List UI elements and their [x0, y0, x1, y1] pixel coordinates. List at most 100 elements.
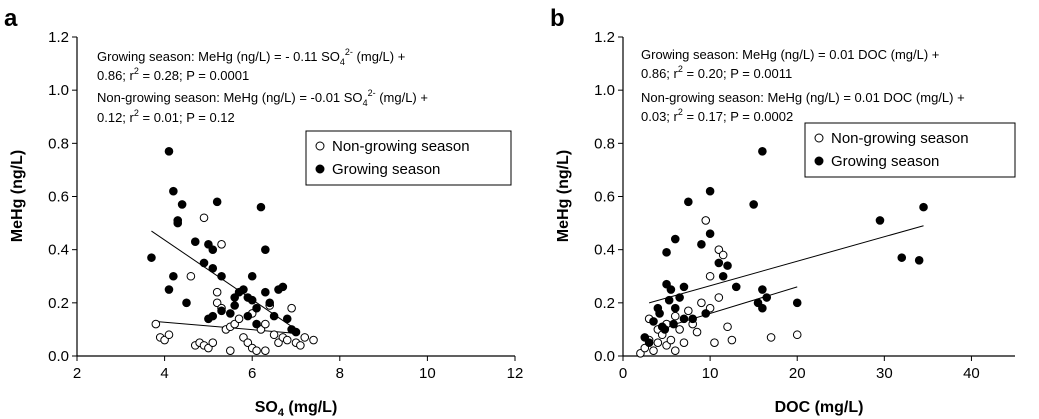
data-point — [243, 311, 253, 321]
data-point — [714, 293, 724, 302]
data-point — [230, 293, 239, 302]
x-tick-label: 12 — [507, 365, 524, 382]
data-point — [710, 338, 719, 348]
data-point — [217, 271, 226, 281]
data-point — [261, 245, 270, 254]
annotation-text: 0.86; r — [641, 66, 679, 81]
data-point — [190, 237, 200, 246]
data-point — [670, 311, 680, 321]
data-point — [644, 338, 654, 348]
data-point — [287, 303, 296, 313]
x-axis-label-text: DOC (mg/L) — [775, 399, 864, 416]
annotation-text: (mg/L) + — [353, 49, 405, 64]
x-tick-label: 0 — [619, 365, 627, 382]
data-point — [309, 335, 318, 345]
data-point — [173, 218, 183, 228]
data-point — [701, 216, 711, 225]
data-point — [208, 338, 218, 348]
data-point — [247, 295, 257, 305]
annotation-text: Growing season: MeHg (ng/L) = - 0.11 SO — [97, 49, 340, 64]
legend-box — [804, 122, 1016, 178]
data-point — [282, 314, 292, 324]
data-point — [875, 216, 885, 225]
x-axis-label-text: SO — [255, 399, 278, 416]
x-axis-label-sub: 4 — [278, 407, 285, 419]
y-tick-label: 0.6 — [594, 189, 615, 206]
x-axis-label: SO4 (mg/L) — [255, 399, 338, 419]
x-tick-label: 10 — [702, 365, 719, 382]
data-point — [147, 253, 156, 262]
annotation: 0.12; r2 = 0.01; P = 0.12 — [97, 108, 235, 125]
data-point — [727, 335, 737, 345]
data-point — [664, 295, 674, 305]
data-point — [919, 202, 928, 212]
data-point — [762, 293, 772, 302]
data-point — [655, 309, 664, 318]
x-tick-label: 2 — [73, 365, 81, 382]
legend-label: Non-growing season — [332, 138, 470, 155]
data-point — [731, 282, 741, 292]
y-tick-label: 0.0 — [594, 348, 615, 365]
data-point — [749, 200, 758, 209]
data-point — [679, 282, 689, 292]
data-point — [208, 263, 218, 273]
data-point — [261, 346, 270, 355]
data-point — [164, 285, 174, 294]
data-point — [766, 333, 776, 342]
annotation: Growing season: MeHg (ng/L) = 0.01 DOC (… — [641, 47, 939, 62]
data-point — [265, 298, 275, 308]
annotation-sup: 2 — [678, 107, 683, 117]
data-point — [697, 298, 706, 308]
fit-line — [648, 225, 924, 304]
y-tick-label: 0.2 — [48, 295, 69, 312]
data-point — [670, 303, 680, 313]
y-tick-label: 1.0 — [48, 82, 69, 99]
data-point — [792, 330, 802, 340]
data-point — [212, 287, 222, 297]
data-point — [670, 234, 680, 244]
data-point — [291, 327, 301, 337]
data-point — [669, 319, 678, 329]
legend-marker — [315, 141, 325, 151]
annotation-text: Non-growing season: MeHg (ng/L) = -0.01 … — [97, 90, 363, 105]
data-point — [666, 285, 676, 294]
y-tick-label: 0.8 — [48, 135, 69, 152]
y-tick-label: 0.8 — [594, 135, 615, 152]
x-axis-label-text: (mg/L) — [284, 399, 337, 416]
x-tick-label: 10 — [419, 365, 436, 382]
x-tick-label: 6 — [248, 365, 256, 382]
data-point — [662, 248, 671, 257]
data-point — [208, 245, 218, 254]
data-point — [212, 197, 222, 207]
data-point — [217, 240, 226, 249]
data-point — [256, 202, 266, 212]
x-tick-label: 30 — [876, 365, 893, 382]
data-point — [261, 287, 270, 297]
legend-label: Non-growing season — [831, 130, 969, 147]
data-point — [675, 293, 684, 302]
y-tick-label: 0.0 — [48, 348, 69, 365]
data-point — [169, 271, 178, 281]
data-point — [684, 197, 693, 207]
data-point — [282, 335, 292, 345]
data-point — [164, 147, 174, 156]
annotation: Growing season: MeHg (ng/L) = - 0.11 SO4… — [97, 47, 405, 67]
data-point — [718, 271, 728, 281]
y-axis-label: MeHg (ng/L) — [555, 150, 572, 242]
data-point — [897, 253, 907, 262]
data-point — [151, 319, 161, 329]
data-point — [670, 346, 680, 355]
panel-label: a — [4, 5, 18, 32]
legend-marker — [814, 133, 824, 143]
x-tick-label: 4 — [160, 365, 168, 382]
annotation-text: 0.86; r — [97, 68, 135, 83]
data-point — [666, 335, 676, 345]
annotation-sub: 4 — [363, 98, 368, 108]
data-point — [300, 333, 310, 342]
data-point — [914, 256, 924, 265]
legend-label: Growing season — [332, 161, 440, 178]
annotation-text: (mg/L) + — [376, 90, 428, 105]
annotation-text: Non-growing season: MeHg (ng/L) = 0.01 D… — [641, 90, 965, 105]
annotation: 0.86; r2 = 0.28; P = 0.0001 — [97, 66, 249, 83]
data-point — [653, 338, 663, 348]
